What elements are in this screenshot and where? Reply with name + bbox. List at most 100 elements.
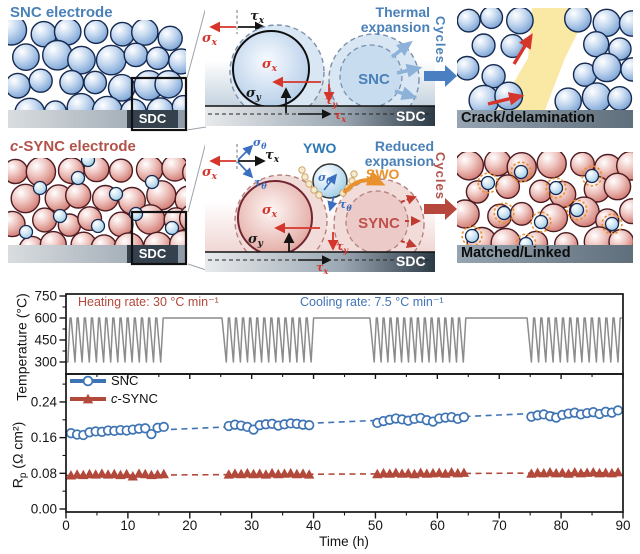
red-particle (8, 158, 29, 185)
red-particle (495, 174, 521, 200)
linker-ring (566, 199, 588, 221)
tau-x-label: τx (316, 261, 329, 276)
legend-label-snc: SNC (111, 373, 139, 388)
small-blue-particle (164, 220, 180, 236)
temperature-axis-label: Temperature (°C) (13, 293, 30, 401)
linker-ring (530, 211, 552, 233)
red-particle (529, 179, 553, 204)
cycles-arrow-blue (424, 65, 457, 87)
csync-data-point (588, 467, 599, 477)
sdc-box (127, 110, 178, 128)
small-blue-particle (518, 236, 534, 245)
csync-data-point (127, 471, 139, 481)
csync-data-point (612, 467, 624, 477)
csync-zoom-panel (205, 140, 435, 272)
sigma-x-label: σx (202, 165, 217, 182)
blue-particle (120, 98, 147, 110)
blue-particle (592, 52, 622, 83)
sigma-y-label: σy (248, 232, 263, 249)
csync-electrode-panel (8, 141, 207, 271)
small-blue-particle (569, 202, 585, 218)
snc-zoom-panel (205, 5, 435, 126)
zoom-connector-line (187, 263, 207, 271)
blue-particle (8, 20, 28, 46)
red-particle (108, 158, 134, 183)
snc-particle-label: SNC (358, 71, 390, 88)
blue-particle (581, 82, 612, 110)
csync-data-point (254, 468, 265, 478)
linker-ring (545, 177, 567, 199)
outcome-bar (457, 245, 633, 263)
red-particle (64, 182, 92, 209)
rp-tick-label: 0.08 (31, 466, 57, 481)
snc-cycled-panel (457, 8, 633, 128)
expansion-arrow (396, 63, 423, 78)
cycles-label: Cycles (432, 152, 448, 200)
temperature-curve (66, 317, 622, 363)
blue-particle (59, 69, 85, 95)
zoom-region-rect (130, 76, 188, 132)
sync-particle-label: SYNC (358, 215, 400, 232)
crack-arrow (487, 92, 525, 106)
csync-data-point (557, 467, 568, 477)
x-tick-label: 0 (62, 518, 70, 533)
blue-particle (481, 63, 506, 89)
crack-region (498, 8, 590, 110)
csync-data-point (569, 467, 580, 477)
csync-data-point (109, 468, 120, 479)
temp-tick-label: 600 (34, 311, 57, 326)
swo-label: SWO (366, 166, 400, 182)
tau-theta-arrow (237, 161, 254, 179)
cycles-arrow-red (424, 198, 457, 220)
sigma-theta-label: σθ (253, 136, 267, 151)
csync-electrode-title: c-SYNC electrode (10, 138, 136, 155)
cycling-chart: 0 10 20 30 40 50 60 70 80 90 300 450 600 750 0.00 0.08 0… (31, 289, 631, 533)
csync-data-point (390, 467, 402, 477)
red-particle (619, 198, 633, 225)
small-blue-particle (90, 218, 106, 234)
blue-particle (11, 43, 40, 71)
zoom-connector-line (186, 126, 207, 131)
cycles-label: Cycles (432, 16, 448, 64)
linker-ring (581, 165, 603, 187)
blue-particle (91, 95, 123, 110)
sdc-substrate (205, 252, 435, 272)
blue-particle (83, 70, 108, 95)
red-particle (483, 152, 512, 177)
csync-data-point (140, 468, 151, 479)
expansion-arrow (390, 40, 413, 59)
blue-particle (67, 45, 96, 75)
blue-particle (554, 87, 582, 110)
matched-linked-label: Matched/Linked (461, 245, 571, 261)
blue-particle (506, 8, 534, 35)
x-tick-label: 10 (120, 518, 135, 533)
tau-theta-label: τθ (339, 198, 352, 213)
red-particle (143, 231, 173, 246)
red-particle (608, 228, 633, 245)
linker-ring (461, 225, 483, 245)
tau-theta-label: τθ (254, 176, 267, 191)
sdc-label: SDC (138, 111, 167, 126)
cooling-rate-annotation: Cooling rate: 7.5 °C min⁻¹ (300, 295, 444, 309)
linker-ring (515, 233, 537, 245)
blue-particle (146, 97, 175, 110)
csync-data-point (285, 467, 296, 478)
crack-delamination-label: Crack/delamination (461, 110, 595, 126)
x-tick-label: 70 (492, 518, 507, 533)
red-particle (161, 158, 186, 182)
bead (301, 173, 309, 181)
blue-particle (95, 44, 127, 76)
csync-data-point (242, 467, 253, 478)
crack-arrow (512, 33, 533, 65)
x-tick-label: 80 (554, 518, 569, 533)
blue-particle (479, 8, 504, 30)
csync-cycled-panel (457, 152, 633, 263)
expansion-arrow (394, 86, 418, 100)
x-tick-label: 60 (430, 518, 445, 533)
blue-particle (157, 25, 183, 51)
red-particle (536, 152, 567, 179)
blue-particle (607, 86, 633, 110)
red-particle (616, 152, 633, 181)
linker-ring (601, 213, 623, 235)
